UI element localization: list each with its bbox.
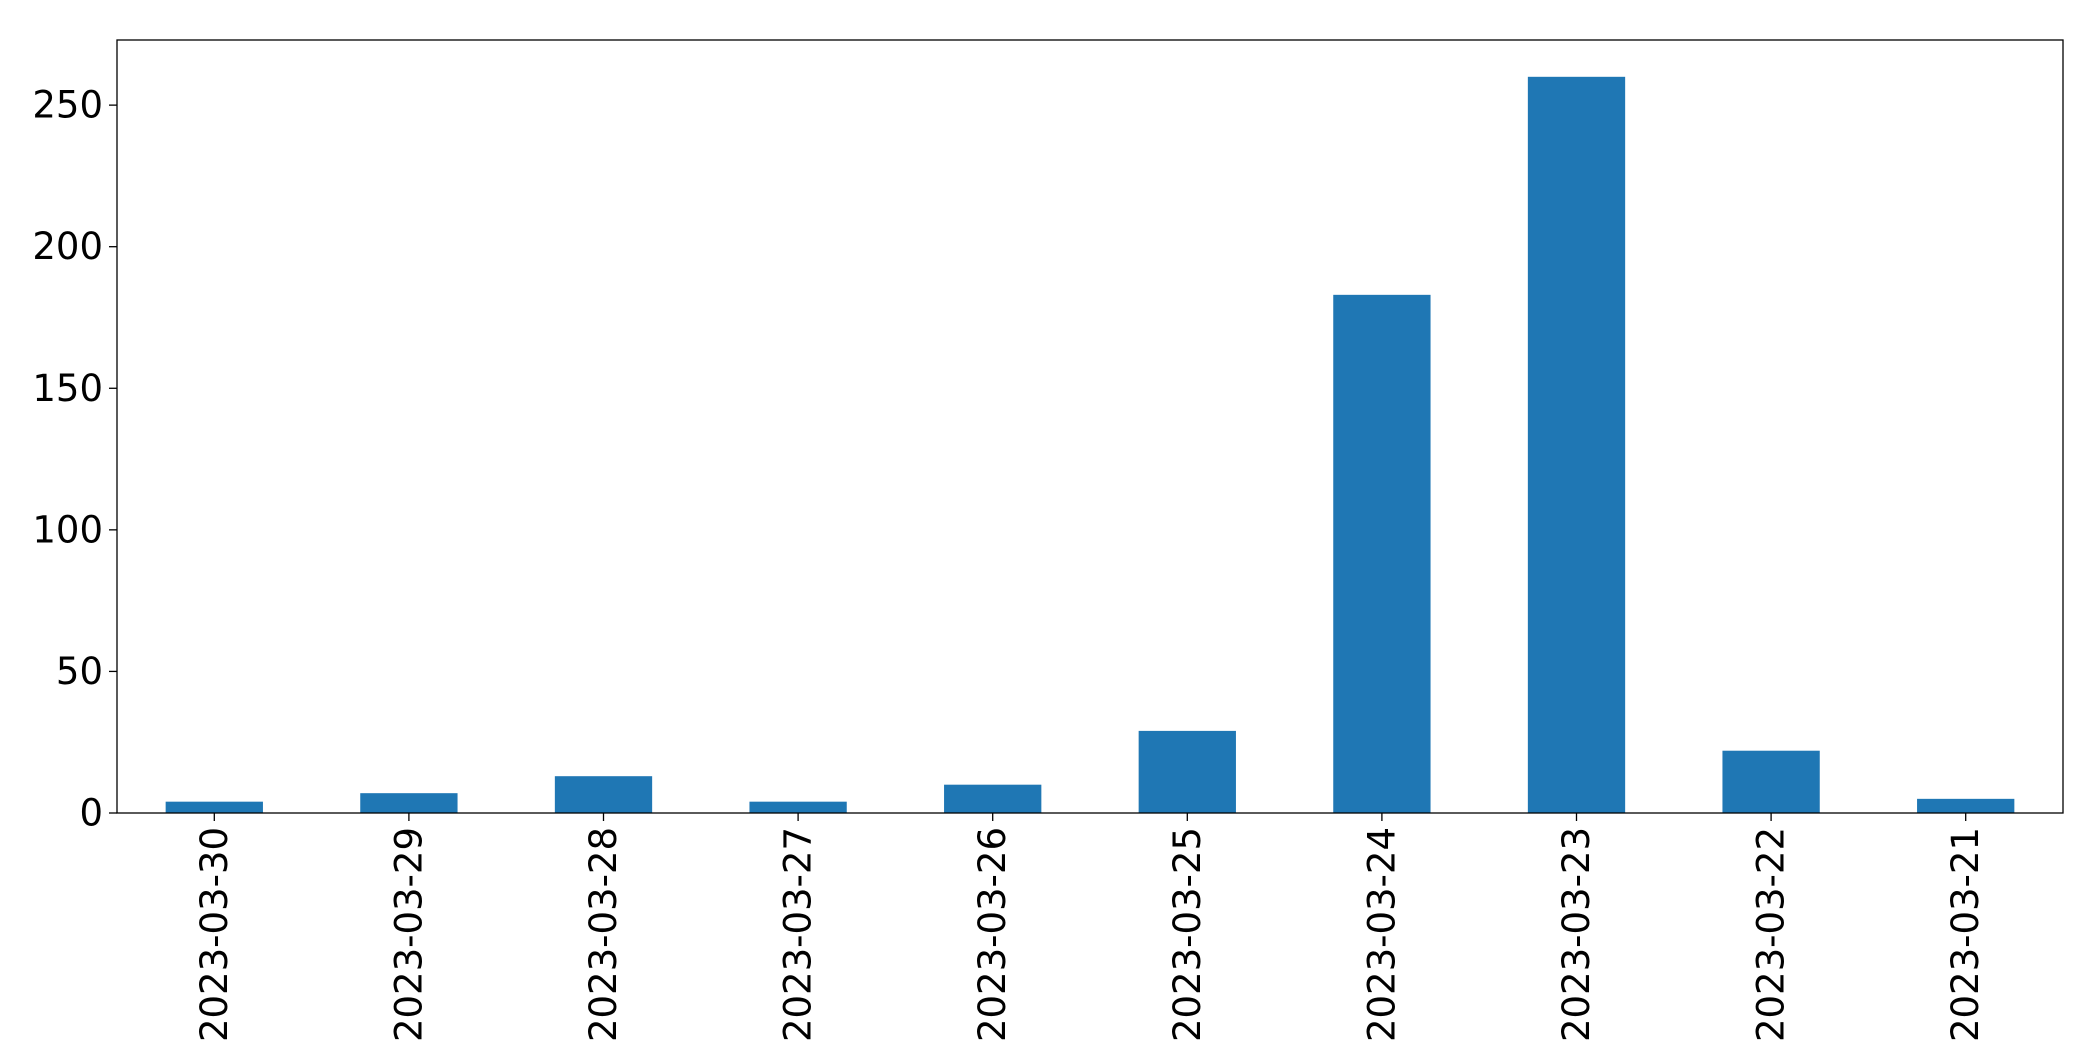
- bars-group: [165, 76, 2015, 814]
- y-tick-label: 50: [56, 650, 103, 693]
- x-tick-label: 2023-03-22: [1750, 827, 1793, 1042]
- x-axis: 2023-03-30 2023-03-29 2023-03-28 2023-03-27…: [193, 813, 1987, 1042]
- bar-2023-03-23: [1527, 76, 1626, 814]
- y-tick-label: 250: [32, 84, 103, 127]
- bar-2023-03-25: [1138, 730, 1236, 813]
- x-tick-label: 2023-03-25: [1166, 827, 1209, 1042]
- bar-2023-03-26: [944, 784, 1042, 813]
- bar-2023-03-29: [360, 793, 458, 813]
- x-tick-label: 2023-03-27: [777, 827, 820, 1042]
- x-tick-label: 2023-03-23: [1555, 827, 1598, 1042]
- y-tick-label: 100: [32, 508, 103, 551]
- bar-2023-03-28: [554, 776, 653, 813]
- bar-2023-03-21: [1917, 798, 2015, 813]
- x-tick-label: 2023-03-28: [582, 827, 625, 1042]
- bar-2023-03-27: [749, 801, 847, 813]
- plot-frame: [116, 39, 2064, 814]
- y-tick-label: 0: [79, 792, 103, 835]
- x-tick-label: 2023-03-26: [971, 827, 1014, 1042]
- y-tick-label: 150: [32, 367, 103, 410]
- bar-2023-03-24: [1333, 294, 1431, 813]
- x-tick-label: 2023-03-21: [1944, 827, 1987, 1042]
- bar-2023-03-30: [165, 801, 263, 813]
- x-tick-label: 2023-03-29: [387, 827, 430, 1042]
- y-tick-label: 200: [32, 225, 103, 268]
- bar-2023-03-22: [1722, 750, 1820, 813]
- y-axis: 0 50 100 150 200 250: [32, 84, 117, 835]
- x-tick-label: 2023-03-24: [1360, 827, 1403, 1042]
- x-tick-label: 2023-03-30: [193, 827, 236, 1042]
